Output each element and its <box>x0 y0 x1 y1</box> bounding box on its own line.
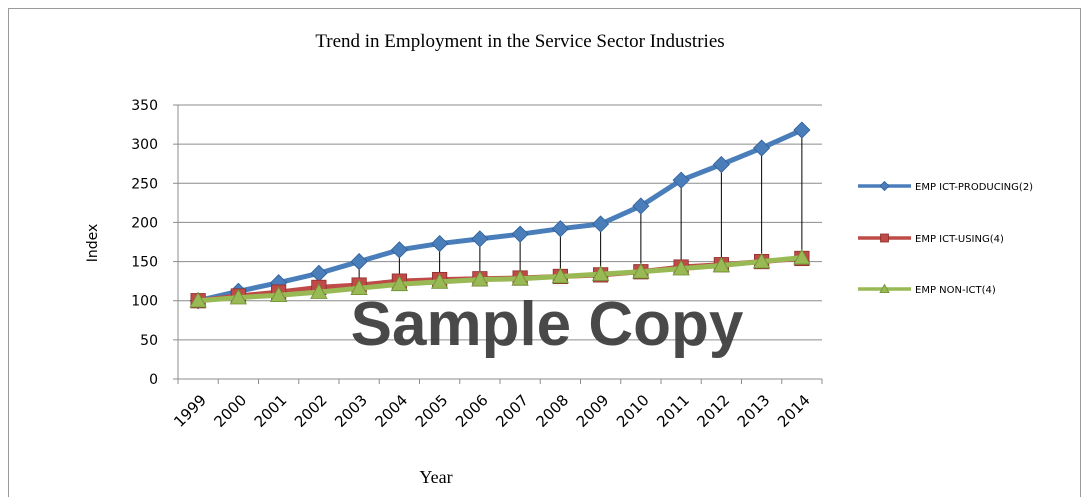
x-tick-label: 2014 <box>774 391 814 431</box>
y-tick-label: 200 <box>131 215 158 231</box>
x-tick-label: 2002 <box>291 391 331 431</box>
triangle-marker <box>471 270 489 287</box>
diamond-marker <box>793 121 811 139</box>
chart-title: Trend in Employment in the Service Secto… <box>315 31 724 52</box>
watermark-text: Sample Copy <box>351 290 744 359</box>
x-tick-label: 2004 <box>371 391 411 431</box>
x-tick-labels: 1999 2000 2001 2002 2003 2004 2005 2006 2007 2008… <box>170 391 813 431</box>
y-axis-label: Index <box>85 224 101 263</box>
legend: EMP ICT-PRODUCING(2) EMP ICT-USING(4) EMP … <box>858 180 1033 296</box>
diamond-marker <box>511 225 529 243</box>
x-tick-label: 1999 <box>170 391 210 431</box>
y-tick-label: 250 <box>131 176 158 192</box>
x-tick-label: 2010 <box>613 391 653 431</box>
y-tick-label: 0 <box>149 372 158 388</box>
triangle-marker <box>793 248 811 265</box>
legend-label: EMP ICT-USING(4) <box>915 234 1004 245</box>
legend-item: EMP ICT-PRODUCING(2) <box>858 180 1033 193</box>
triangle-marker <box>672 259 690 276</box>
diamond-marker <box>350 253 368 271</box>
x-tick-label: 2005 <box>412 391 452 431</box>
triangle-marker <box>879 283 890 294</box>
diamond-marker <box>672 171 690 189</box>
y-tick-label: 300 <box>131 137 158 153</box>
y-tick-label: 150 <box>131 255 158 271</box>
legend-item: EMP NON-ICT(4) <box>858 283 996 296</box>
triangle-marker <box>712 256 731 273</box>
diamond-marker <box>592 215 610 233</box>
x-tick-label: 2001 <box>251 391 291 431</box>
square-marker <box>880 233 889 243</box>
x-tick-label: 2012 <box>693 391 733 431</box>
triangle-marker <box>551 267 570 284</box>
diamond-marker <box>753 139 771 157</box>
triangle-marker <box>350 279 368 295</box>
triangle-marker <box>229 288 248 305</box>
triangle-marker <box>390 275 409 292</box>
legend-label: EMP NON-ICT(4) <box>915 285 996 296</box>
triangle-marker <box>632 262 650 279</box>
diamond-marker <box>431 235 449 253</box>
diamond-marker <box>390 241 408 259</box>
x-tick-label: 2011 <box>653 391 693 431</box>
x-tick-label: 2006 <box>452 391 492 431</box>
series-0 <box>189 121 811 310</box>
y-tick-label: 50 <box>140 333 158 349</box>
series-group <box>189 121 811 310</box>
triangle-marker <box>189 291 207 308</box>
x-tick-label: 2003 <box>331 391 371 431</box>
triangle-marker <box>310 283 328 299</box>
drop-lines <box>237 130 803 298</box>
triangle-marker <box>430 273 449 289</box>
x-tick-label: 2008 <box>532 391 572 431</box>
x-tick-label: 2009 <box>573 391 613 431</box>
axes <box>177 105 823 384</box>
triangle-marker <box>511 269 529 286</box>
x-axis-label: Year <box>419 467 452 487</box>
triangle-marker <box>752 252 771 269</box>
legend-item: EMP ICT-USING(4) <box>858 233 1004 245</box>
diamond-marker <box>632 197 650 215</box>
legend-label: EMP ICT-PRODUCING(2) <box>915 182 1033 193</box>
diamond-marker <box>471 230 489 248</box>
x-tick-label: 2007 <box>492 391 532 431</box>
diamond-marker <box>712 155 730 174</box>
y-tick-label: 100 <box>131 294 158 310</box>
diamond-marker <box>310 264 328 282</box>
chart-frame <box>8 8 1081 497</box>
diamond-marker <box>551 220 569 238</box>
triangle-marker <box>591 265 610 281</box>
y-tick-labels: 0 50 100 150 200 250 300 350 <box>131 98 158 388</box>
x-tick-label: 2013 <box>734 391 774 431</box>
x-tick-label: 2000 <box>210 391 250 431</box>
diamond-marker <box>879 180 890 192</box>
series-line <box>195 127 805 304</box>
series-line <box>195 255 805 304</box>
triangle-marker <box>269 286 288 303</box>
series-2 <box>189 248 811 308</box>
y-tick-label: 350 <box>131 98 158 114</box>
